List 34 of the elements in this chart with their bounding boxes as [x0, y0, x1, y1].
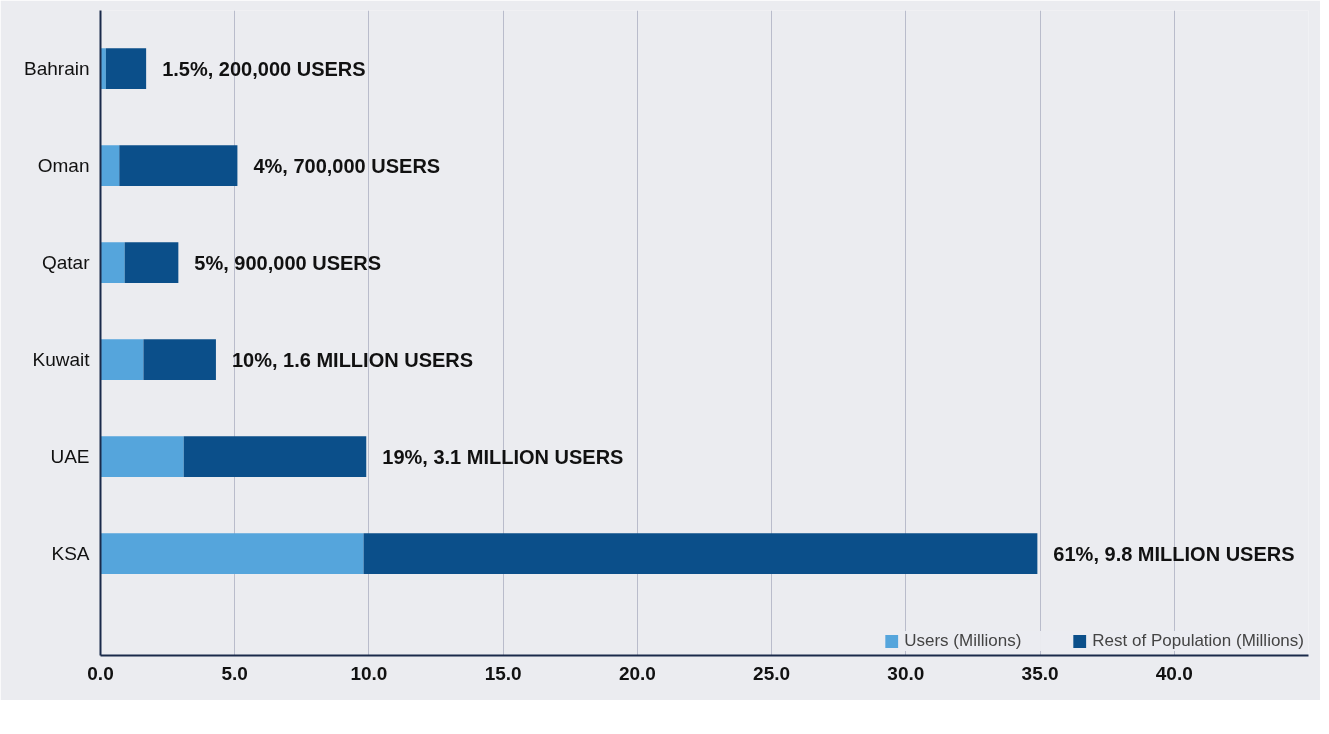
y-tick-label: Kuwait	[32, 349, 91, 371]
y-tick-label: UAE	[50, 446, 90, 468]
bar	[100, 436, 184, 478]
y-tick-label: Oman	[37, 155, 90, 177]
total-label: 10%, 1.6 MILLION USERS	[231, 348, 474, 371]
bar	[100, 242, 125, 284]
legend-label: Users (Millions)	[904, 631, 1022, 651]
x-tick-label: 40.0	[1155, 662, 1193, 684]
total-label: 5%, 900,000 USERS	[194, 251, 382, 274]
x-tick-label: 15.0	[484, 662, 522, 684]
y-tick-label: Bahrain	[24, 58, 90, 80]
x-tick-label: 5.0	[221, 662, 248, 684]
x-tick-label: 0.0	[87, 662, 114, 684]
legend-label: Rest of Population (Millions)	[1092, 631, 1304, 651]
bar	[105, 48, 147, 90]
bar	[143, 339, 216, 381]
bar	[100, 339, 144, 381]
total-label: 19%, 3.1 MILLION USERS	[382, 445, 624, 468]
bar	[100, 145, 120, 187]
x-tick-label: 10.0	[350, 662, 388, 684]
bar	[124, 242, 179, 284]
total-label: 1.5%, 200,000 USERS	[162, 57, 366, 80]
bar	[119, 145, 238, 187]
bar	[363, 533, 1038, 575]
bar	[183, 436, 367, 478]
total-label: 61%, 9.8 MILLION USERS	[1053, 542, 1295, 565]
x-tick-label: 35.0	[1021, 662, 1059, 684]
y-tick-label: KSA	[51, 543, 90, 565]
y-tick-label: Qatar	[41, 252, 91, 274]
x-tick-label: 20.0	[618, 662, 656, 684]
x-tick-label: 30.0	[887, 662, 925, 684]
total-label: 4%, 700,000 USERS	[253, 154, 441, 177]
x-tick-label: 25.0	[753, 662, 791, 684]
bar	[100, 533, 364, 575]
